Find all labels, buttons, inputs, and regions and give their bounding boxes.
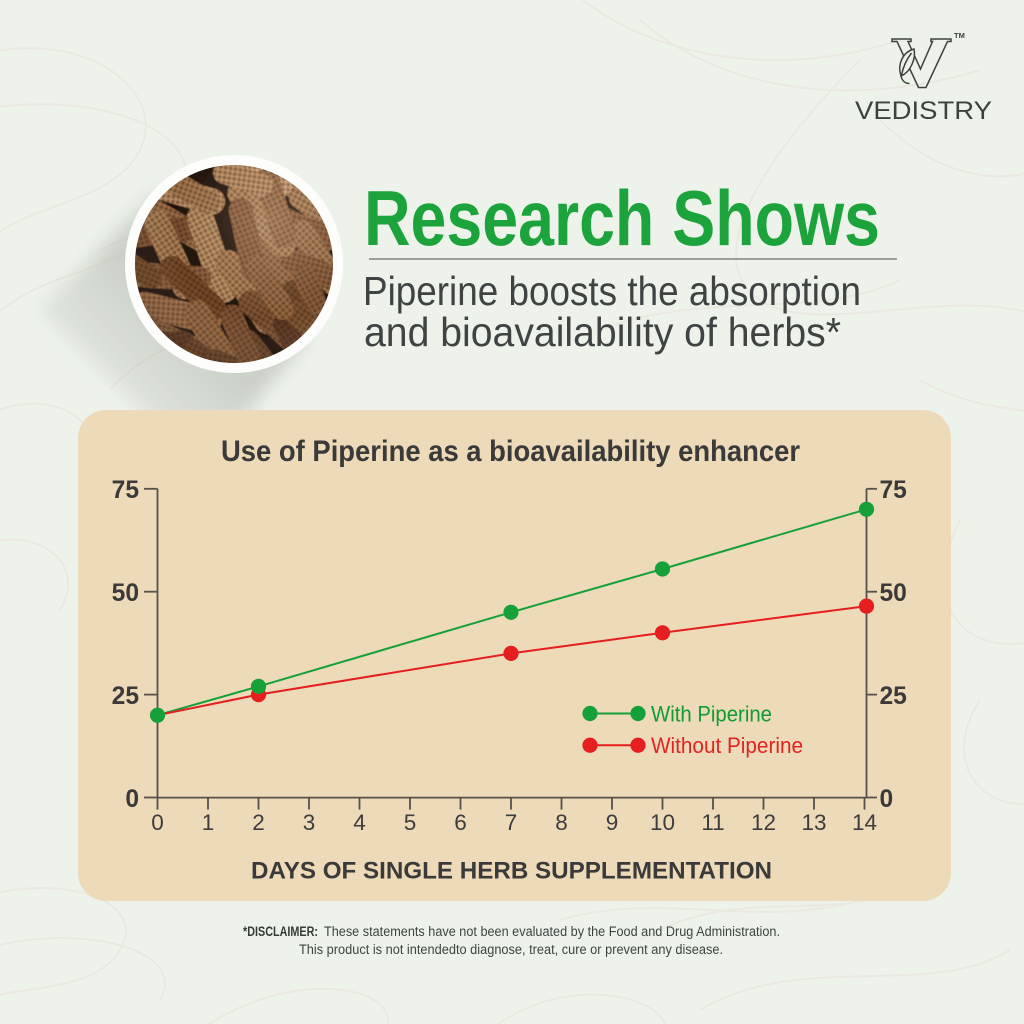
svg-text:2: 2: [252, 810, 265, 835]
svg-text:50: 50: [880, 580, 907, 607]
svg-text:5: 5: [404, 810, 417, 835]
svg-text:11: 11: [701, 810, 724, 835]
svg-text:0: 0: [151, 810, 164, 835]
svg-text:Use of Piperine as a bioavaila: Use of Piperine as a bioavailability enh…: [221, 435, 800, 468]
svg-text:75: 75: [112, 477, 139, 504]
svg-text:and bioavailability of herbs*: and bioavailability of herbs*: [364, 309, 841, 355]
svg-text:25: 25: [880, 683, 907, 710]
svg-text:8: 8: [555, 810, 568, 835]
svg-text:DAYS OF SINGLE HERB SUPPLEMENT: DAYS OF SINGLE HERB SUPPLEMENTATION: [251, 858, 772, 885]
svg-text:9: 9: [606, 810, 619, 835]
svg-text:12: 12: [751, 810, 776, 835]
svg-text:1: 1: [202, 810, 215, 835]
svg-text:7: 7: [505, 810, 518, 835]
svg-text:This product is not intendedto: This product is not intendedto diagnose,…: [299, 942, 723, 957]
svg-text:3: 3: [303, 810, 316, 835]
svg-text:4: 4: [353, 810, 366, 835]
svg-text:6: 6: [454, 810, 467, 835]
svg-text:*DISCLAIMER:: *DISCLAIMER:: [243, 924, 318, 939]
svg-text:14: 14: [852, 810, 877, 835]
svg-text:75: 75: [880, 477, 907, 504]
svg-text:25: 25: [112, 683, 139, 710]
svg-text:10: 10: [650, 810, 675, 835]
svg-text:With Piperine: With Piperine: [651, 702, 772, 727]
svg-text:VEDISTRY: VEDISTRY: [855, 97, 992, 125]
svg-text:These statements have not been: These statements have not been evaluated…: [324, 924, 780, 939]
svg-text:50: 50: [112, 580, 139, 607]
svg-text:0: 0: [125, 786, 139, 813]
svg-text:13: 13: [801, 810, 826, 835]
svg-text:Research Shows: Research Shows: [364, 174, 880, 262]
svg-text:Piperine boosts the absorption: Piperine boosts the absorption: [363, 268, 861, 314]
svg-text:Without Piperine: Without Piperine: [651, 733, 803, 758]
svg-text:0: 0: [880, 786, 894, 813]
svg-text:TM: TM: [954, 31, 965, 40]
